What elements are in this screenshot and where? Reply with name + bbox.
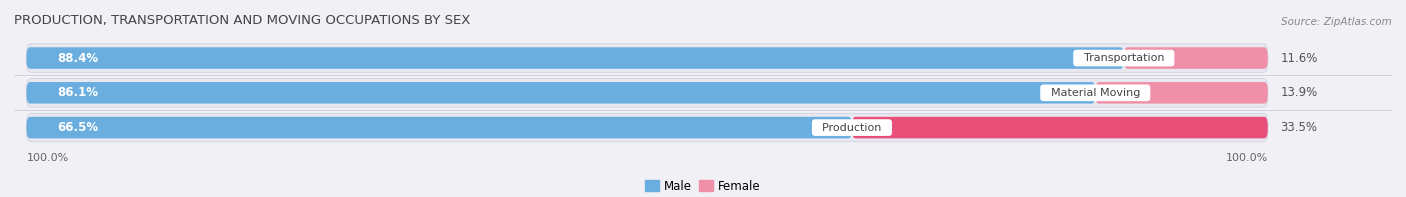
Text: 33.5%: 33.5% <box>1281 121 1317 134</box>
Text: 86.1%: 86.1% <box>58 86 98 99</box>
FancyBboxPatch shape <box>1123 47 1268 69</box>
Text: 100.0%: 100.0% <box>27 153 69 163</box>
Text: 11.6%: 11.6% <box>1281 52 1317 65</box>
FancyBboxPatch shape <box>27 44 1268 72</box>
Text: 13.9%: 13.9% <box>1281 86 1317 99</box>
FancyBboxPatch shape <box>852 117 1268 138</box>
FancyBboxPatch shape <box>1095 82 1268 104</box>
Legend: Male, Female: Male, Female <box>641 175 765 197</box>
Text: PRODUCTION, TRANSPORTATION AND MOVING OCCUPATIONS BY SEX: PRODUCTION, TRANSPORTATION AND MOVING OC… <box>14 14 471 27</box>
Text: Production: Production <box>815 123 889 133</box>
Text: Transportation: Transportation <box>1077 53 1171 63</box>
Text: 100.0%: 100.0% <box>1226 153 1268 163</box>
FancyBboxPatch shape <box>27 82 1095 104</box>
FancyBboxPatch shape <box>27 113 1268 142</box>
Text: Source: ZipAtlas.com: Source: ZipAtlas.com <box>1281 17 1392 27</box>
FancyBboxPatch shape <box>27 79 1268 107</box>
Text: 66.5%: 66.5% <box>58 121 98 134</box>
FancyBboxPatch shape <box>27 117 852 138</box>
Text: 88.4%: 88.4% <box>58 52 98 65</box>
FancyBboxPatch shape <box>27 47 1123 69</box>
Text: Material Moving: Material Moving <box>1043 88 1147 98</box>
